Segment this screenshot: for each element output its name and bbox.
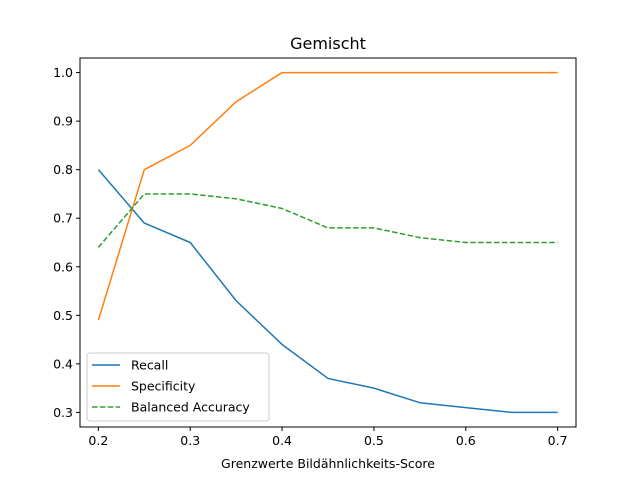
legend-label: Specificity: [131, 379, 196, 394]
x-tick-label: 0.4: [272, 433, 292, 448]
y-tick-label: 0.3: [53, 405, 73, 420]
y-axis: 0.3 0.4 0.5 0.6 0.7 0.8 0.9 1.0: [53, 65, 80, 420]
y-tick-label: 0.5: [53, 308, 73, 323]
chart-title: Gemischt: [290, 34, 366, 53]
x-tick-label: 0.7: [548, 433, 568, 448]
legend: Recall Specificity Balanced Accuracy: [86, 352, 270, 422]
series-line-specificity: [97, 71, 558, 321]
x-axis-label: Grenzwerte Bildähnlichkeits-Score: [221, 456, 435, 471]
series-line-balanced-accuracy: [97, 193, 558, 248]
y-tick-label: 1.0: [53, 65, 73, 80]
legend-label: Recall: [131, 358, 168, 373]
legend-label: Balanced Accuracy: [131, 400, 250, 415]
x-tick-label: 0.2: [88, 433, 108, 448]
y-tick-label: 0.8: [53, 162, 73, 177]
y-tick-label: 0.7: [53, 211, 73, 226]
series-line-recall: [97, 169, 558, 414]
series-layer: [97, 71, 558, 414]
legend-box: [86, 352, 270, 422]
y-tick-label: 0.9: [53, 114, 73, 129]
y-tick-label: 0.4: [53, 356, 73, 371]
plot-frame: [79, 57, 577, 428]
x-axis: 0.2 0.3 0.4 0.5 0.6 0.7: [88, 427, 568, 448]
y-tick-label: 0.6: [53, 259, 73, 274]
x-tick-label: 0.6: [456, 433, 476, 448]
x-tick-label: 0.3: [180, 433, 200, 448]
x-tick-label: 0.5: [364, 433, 384, 448]
